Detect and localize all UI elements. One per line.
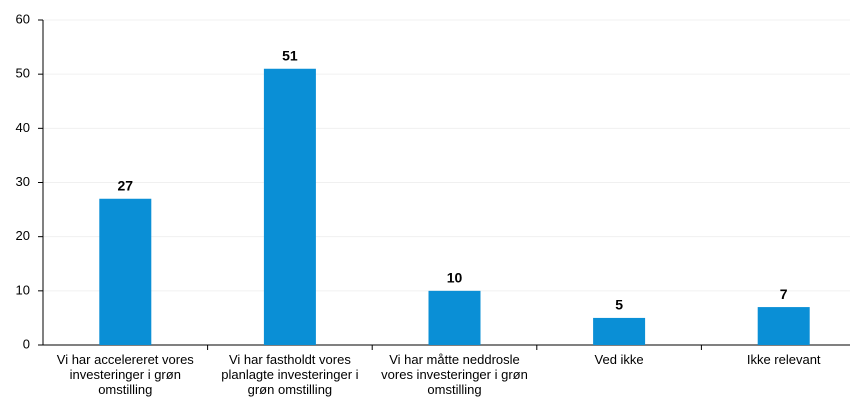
y-tick-label: 10 — [16, 282, 30, 297]
bar — [593, 317, 646, 345]
bar — [99, 198, 152, 345]
y-tick-label: 30 — [16, 174, 30, 189]
x-tick-label: Vi har fastholdt vores planlagte investe… — [221, 352, 359, 397]
bar — [757, 307, 810, 345]
x-tick-label: Vi har måtte neddrosle vores investering… — [381, 352, 528, 397]
y-tick-label: 0 — [23, 336, 30, 351]
x-tick-label: Vi har accelereret vores investeringer i… — [56, 352, 194, 397]
bar — [428, 290, 481, 345]
data-label: 51 — [282, 47, 298, 63]
y-tick-label: 20 — [16, 228, 30, 243]
data-label: 7 — [780, 286, 788, 302]
x-tick-label: Ikke relevant — [746, 352, 821, 367]
x-tick-label: Ved ikke — [594, 352, 644, 367]
data-label: 5 — [615, 297, 623, 313]
data-label: 27 — [118, 177, 134, 193]
y-tick-label: 50 — [16, 66, 30, 81]
y-tick-label: 40 — [16, 120, 30, 135]
y-tick-label: 60 — [16, 11, 30, 26]
bar — [263, 68, 316, 345]
data-label: 10 — [447, 270, 463, 286]
